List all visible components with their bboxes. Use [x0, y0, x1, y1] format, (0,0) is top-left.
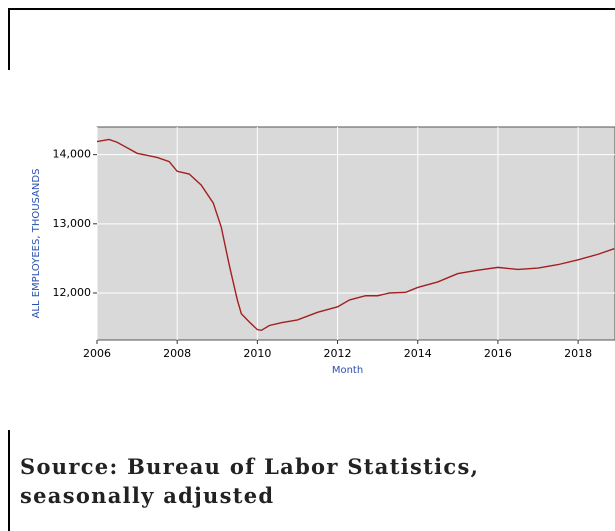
y-tick-label: 14,000 [53, 148, 92, 161]
x-tick-label: 2014 [404, 347, 432, 360]
y-axis-label: ALL EMPLOYEES, THOUSANDS [31, 169, 42, 319]
frame [8, 8, 615, 10]
plot-area [96, 126, 615, 341]
caption: Source: Bureau of Labor Statistics, seas… [20, 454, 480, 508]
y-tick-label: 13,000 [53, 217, 92, 230]
y-tick-label: 12,000 [53, 286, 92, 299]
x-tick-label: 2006 [83, 347, 111, 360]
x-tick-label: 2018 [564, 347, 592, 360]
frame [8, 430, 10, 531]
data-line [96, 138, 615, 332]
x-tick-label: 2016 [484, 347, 512, 360]
x-axis-label: Month [332, 365, 363, 376]
chart: 2006 2008 2010 2012 2014 2016 2018 12,000 13,000… [31, 126, 615, 376]
x-tick-label: 2012 [324, 347, 352, 360]
frame [8, 8, 10, 70]
x-tick-label: 2008 [163, 347, 191, 360]
x-tick-label: 2010 [243, 347, 271, 360]
